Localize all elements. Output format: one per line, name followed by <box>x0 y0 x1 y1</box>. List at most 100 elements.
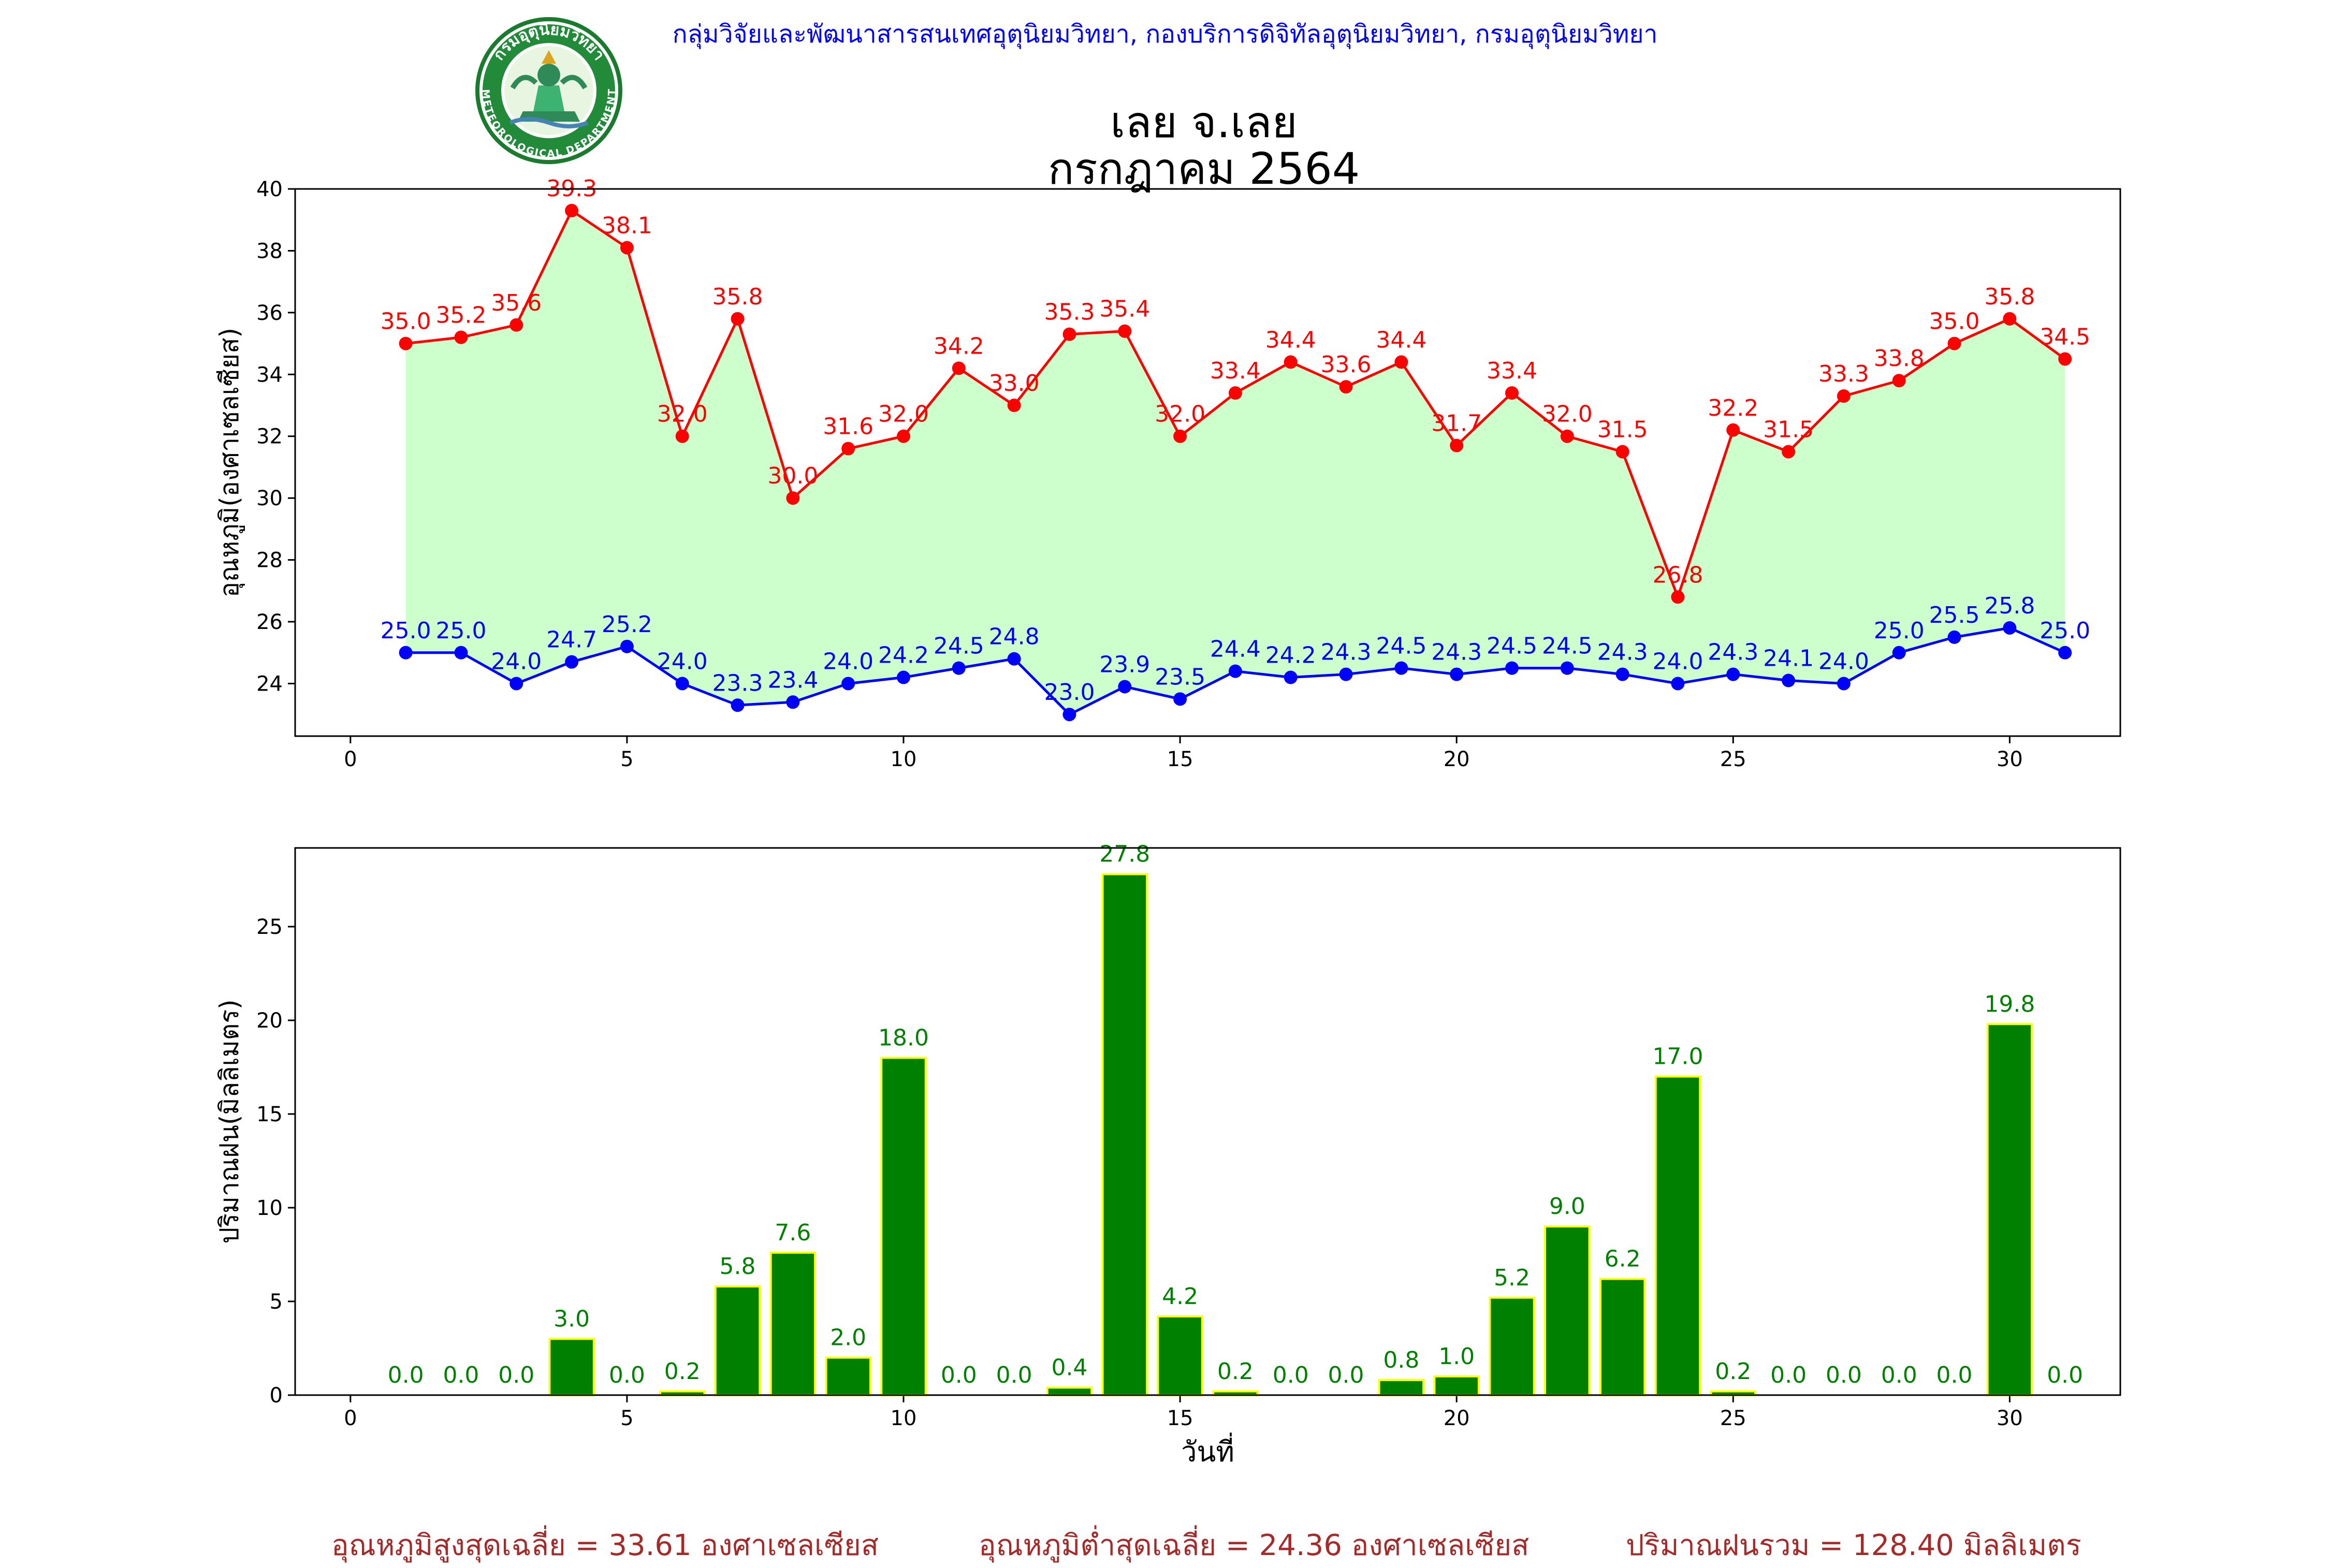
tmin-point <box>1892 646 1906 660</box>
rain-bar <box>1599 1278 1646 1397</box>
tmin-point <box>509 677 523 691</box>
tmax-data-label: 31.5 <box>1763 417 1814 443</box>
tmin-point <box>1173 692 1187 706</box>
temp-y-tick-label: 30 <box>256 487 283 510</box>
tmax-data-label: 32.0 <box>878 401 929 428</box>
rain-data-label: 0.0 <box>498 1362 534 1388</box>
tmax-point <box>1726 423 1740 437</box>
tmax-data-label: 33.6 <box>1321 351 1372 378</box>
tmin-point <box>1062 708 1076 722</box>
tmin-data-label: 24.5 <box>934 633 984 660</box>
tmin-point <box>454 646 468 660</box>
rainfall-x-axis-label: วันที่ <box>1181 1432 1234 1468</box>
rain-bar <box>769 1251 817 1396</box>
rain-bar <box>714 1285 761 1396</box>
tmax-point <box>675 429 689 443</box>
tmax-point <box>1339 380 1353 394</box>
tmin-data-label: 23.4 <box>767 667 818 693</box>
temp-y-tick-label: 32 <box>256 425 283 449</box>
tmin-data-label: 24.3 <box>1597 639 1648 666</box>
tmin-data-label: 24.3 <box>1431 639 1482 666</box>
rain-data-label: 7.6 <box>775 1220 811 1246</box>
rainfall-chart: 0 5 10 15 20 25 30 0 5 10 15 20 25 0.0 0.0 0.0 3.0 0.0 0.2… <box>214 841 2121 1468</box>
rain-data-label: 3.0 <box>554 1306 590 1332</box>
rain-data-label: 19.8 <box>1984 991 2035 1017</box>
rain-data-label: 1.0 <box>1438 1343 1475 1370</box>
rain-data-label: 0.0 <box>996 1362 1032 1388</box>
agency-credit: กลุ่มวิจัยและพัฒนาสารสนเทศอุตุนิยมวิทยา,… <box>672 20 1658 49</box>
tmax-data-label: 32.0 <box>1155 401 1205 428</box>
rain-bar <box>548 1338 595 1396</box>
rain-y-tick-label: 25 <box>256 915 283 939</box>
tmin-point <box>1782 673 1796 687</box>
rain-bar <box>1378 1379 1425 1396</box>
tmax-point <box>1615 445 1629 459</box>
tmax-data-label: 38.1 <box>602 212 652 239</box>
rain-x-tick-label: 15 <box>1167 1406 1193 1430</box>
tmax-point <box>1062 327 1076 341</box>
tmax-point <box>399 336 413 350</box>
tmax-point <box>1284 355 1298 369</box>
temperature-range-fill <box>405 210 2065 715</box>
tmax-point <box>620 241 634 255</box>
tmax-point <box>1007 399 1021 413</box>
tmax-data-label: 35.4 <box>1099 296 1150 323</box>
rain-x-tick-label: 0 <box>344 1406 357 1430</box>
tmin-point <box>2058 646 2072 660</box>
rain-bar <box>880 1057 927 1396</box>
rain-y-tick-label: 15 <box>256 1103 283 1126</box>
tmin-data-label: 24.8 <box>989 624 1040 650</box>
temp-x-tick-label: 20 <box>1444 748 1470 771</box>
tmin-data-label: 25.0 <box>381 618 431 644</box>
tmax-data-label: 34.4 <box>1376 327 1426 353</box>
tmax-data-label: 31.7 <box>1431 411 1482 437</box>
rain-data-label: 0.4 <box>1051 1355 1087 1381</box>
tmin-data-label: 24.0 <box>491 648 542 675</box>
tmin-point <box>952 661 966 675</box>
chart-title: เลย จ.เลย <box>1110 97 1298 148</box>
rain-bar <box>1101 873 1148 1396</box>
tmax-data-label: 30.0 <box>767 463 818 489</box>
rain-y-tick-label: 10 <box>256 1196 283 1220</box>
tmax-data-label: 33.8 <box>1874 345 1925 372</box>
temp-y-tick-label: 34 <box>256 363 283 387</box>
chart-subtitle: กรกฎาคม 2564 <box>1047 143 1360 194</box>
tmin-point <box>1615 667 1629 681</box>
tmin-data-label: 23.0 <box>1044 679 1095 706</box>
tmin-data-label: 25.0 <box>1874 618 1925 644</box>
rain-y-tick-label: 5 <box>270 1290 283 1314</box>
rain-data-label: 5.2 <box>1494 1265 1530 1291</box>
rain-data-label: 18.0 <box>878 1024 929 1051</box>
tmax-data-label: 32.0 <box>657 401 708 428</box>
temp-x-tick-label: 10 <box>891 748 917 771</box>
tmin-data-label: 24.5 <box>1542 633 1593 660</box>
tmax-data-label: 32.2 <box>1708 395 1758 421</box>
tmax-average-text: อุณหภูมิสูงสุดเฉลี่ย = 33.61 องศาเซลเซีย… <box>331 1529 879 1562</box>
tmin-data-label: 24.3 <box>1708 639 1758 666</box>
tmin-data-label: 25.5 <box>1929 602 1980 628</box>
tmax-point <box>2003 312 2017 326</box>
tmin-point <box>1726 667 1740 681</box>
rain-total-text: ปริมาณฝนรวม = 128.40 มิลลิเมตร <box>1626 1529 2081 1562</box>
tmin-point <box>565 655 579 669</box>
temp-x-tick-label: 25 <box>1720 748 1746 771</box>
tmin-point <box>1284 670 1298 684</box>
tmax-point <box>1394 355 1408 369</box>
tmax-point <box>1782 445 1796 459</box>
rain-data-label: 5.8 <box>720 1253 756 1280</box>
tmax-point <box>1118 324 1132 338</box>
rain-y-tick-label: 20 <box>256 1009 283 1033</box>
tmax-data-label: 33.0 <box>989 370 1040 397</box>
tmax-point <box>1671 590 1685 604</box>
tmax-data-label: 31.5 <box>1597 417 1648 443</box>
rain-bar <box>1489 1296 1535 1396</box>
tmax-data-label: 35.0 <box>1929 309 1980 335</box>
rain-x-tick-label: 5 <box>620 1406 633 1430</box>
tmin-average-text: อุณหภูมิต่ำสุดเฉลี่ย = 24.36 องศาเซลเซีย… <box>979 1529 1530 1562</box>
tmax-data-label: 34.2 <box>934 333 984 359</box>
rain-data-label: 0.8 <box>1383 1347 1419 1373</box>
tmin-point <box>1394 661 1408 675</box>
temperature-plot-frame <box>294 188 2121 737</box>
tmax-data-label: 35.6 <box>491 290 542 316</box>
